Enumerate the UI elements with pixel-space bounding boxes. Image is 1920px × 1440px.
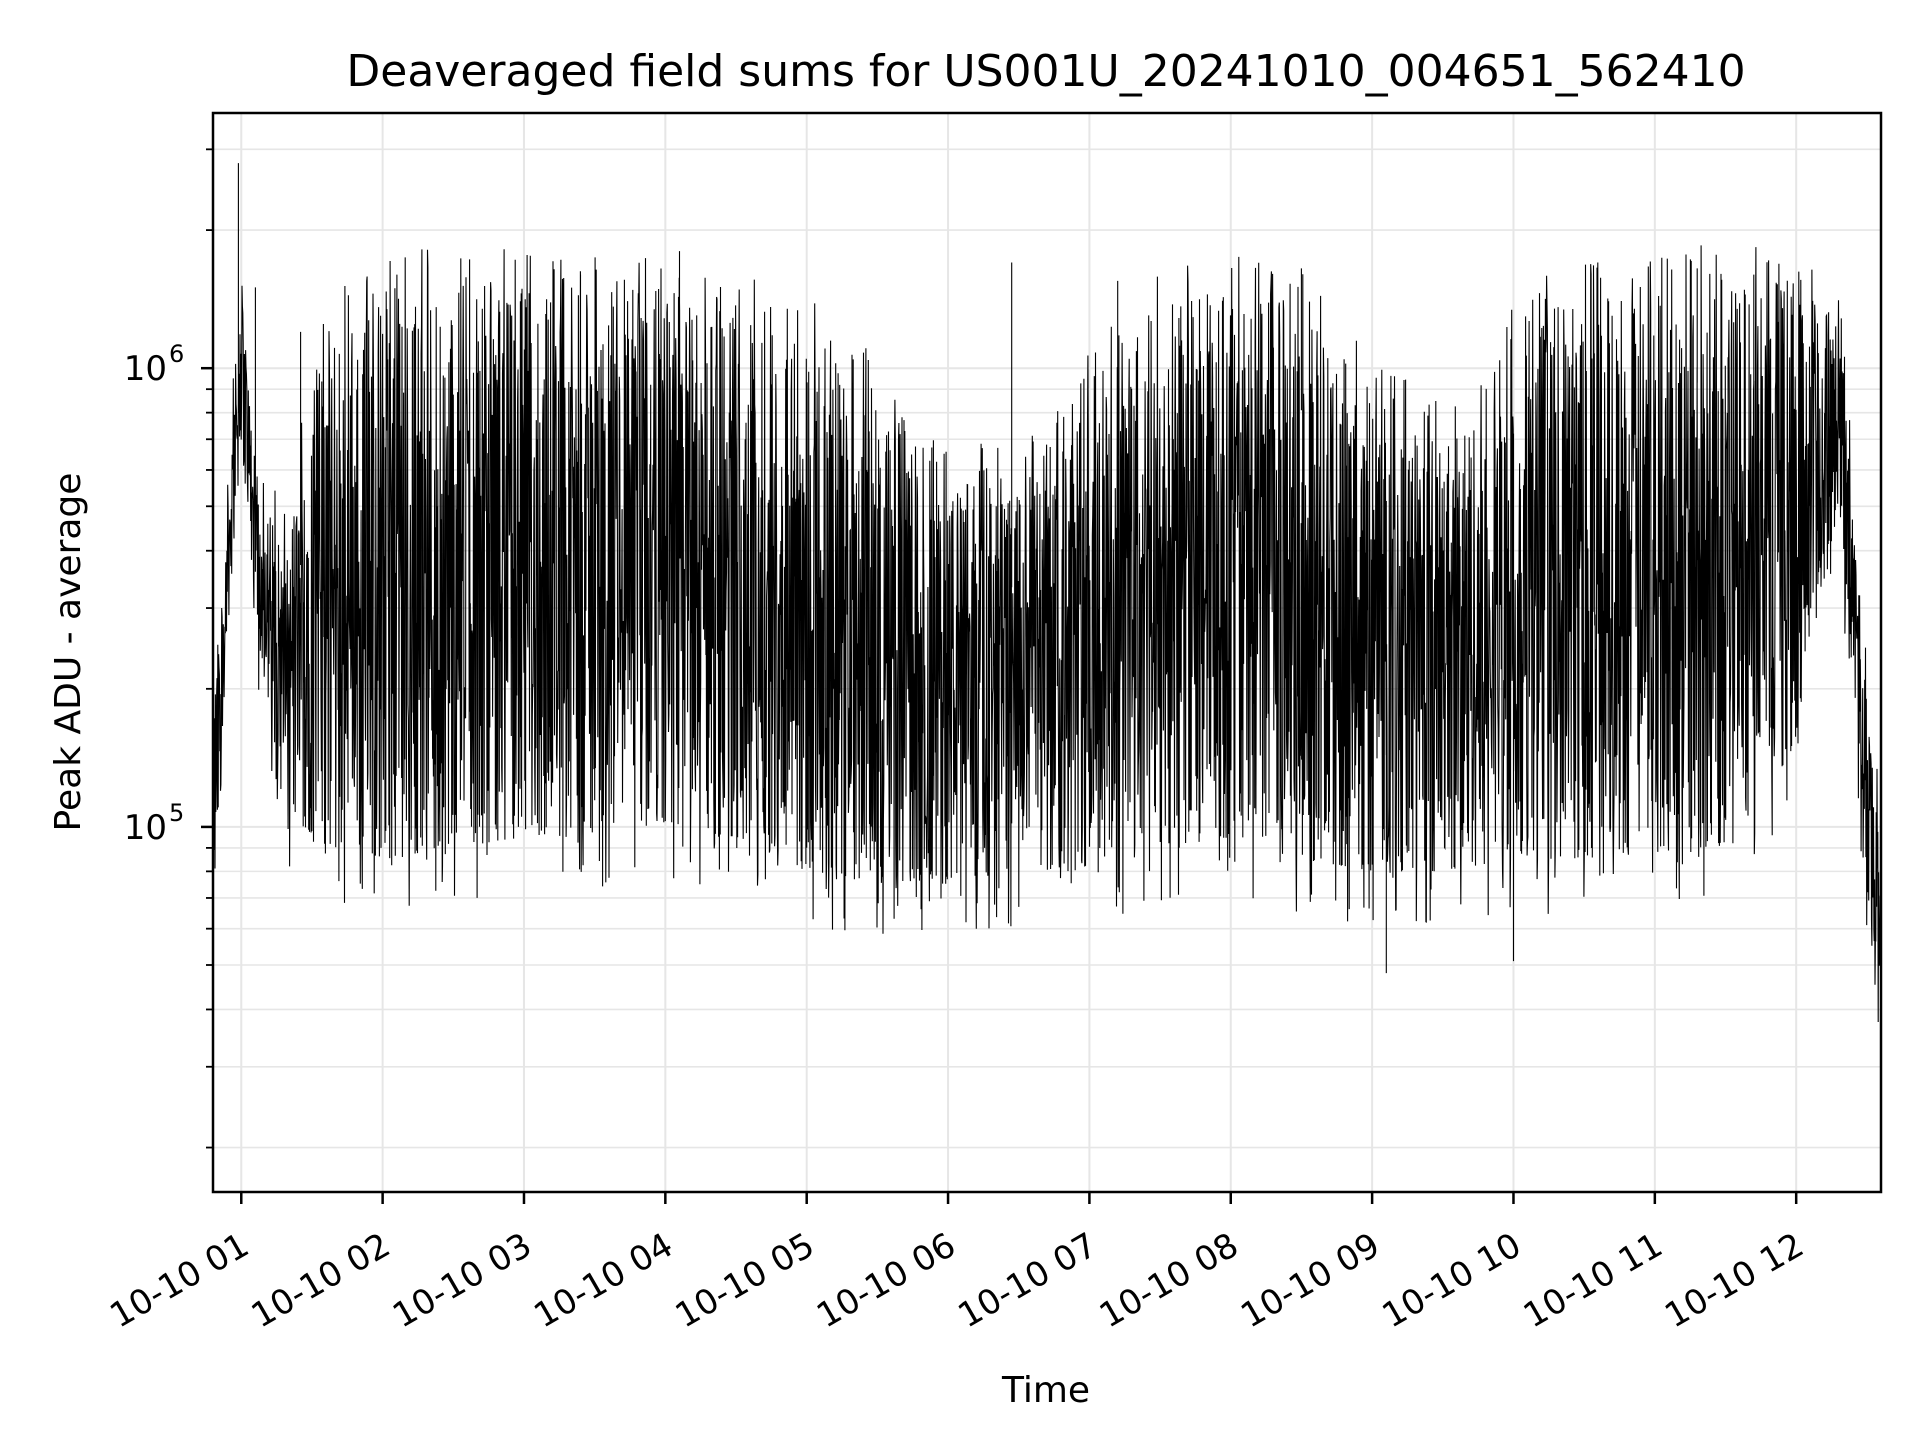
- plot-frame: [211, 111, 1883, 1194]
- x-axis-label: Time: [1001, 1370, 1090, 1411]
- y-tick-label: 10 6: [124, 340, 185, 389]
- y-tick-label-exponent: 5: [169, 799, 184, 827]
- y-tick-label-base: 10: [124, 349, 167, 389]
- y-tick-label-exponent: 6: [169, 340, 184, 368]
- y-tick-label: 10 5: [124, 799, 185, 848]
- y-axis-label: Peak ADU - average: [48, 473, 89, 832]
- series-line: [213, 163, 1881, 1023]
- chart-title: Deaveraged field sums for US001U_2024101…: [346, 46, 1745, 97]
- y-tick-label-base: 10: [124, 808, 167, 848]
- series-group: [213, 163, 1881, 1023]
